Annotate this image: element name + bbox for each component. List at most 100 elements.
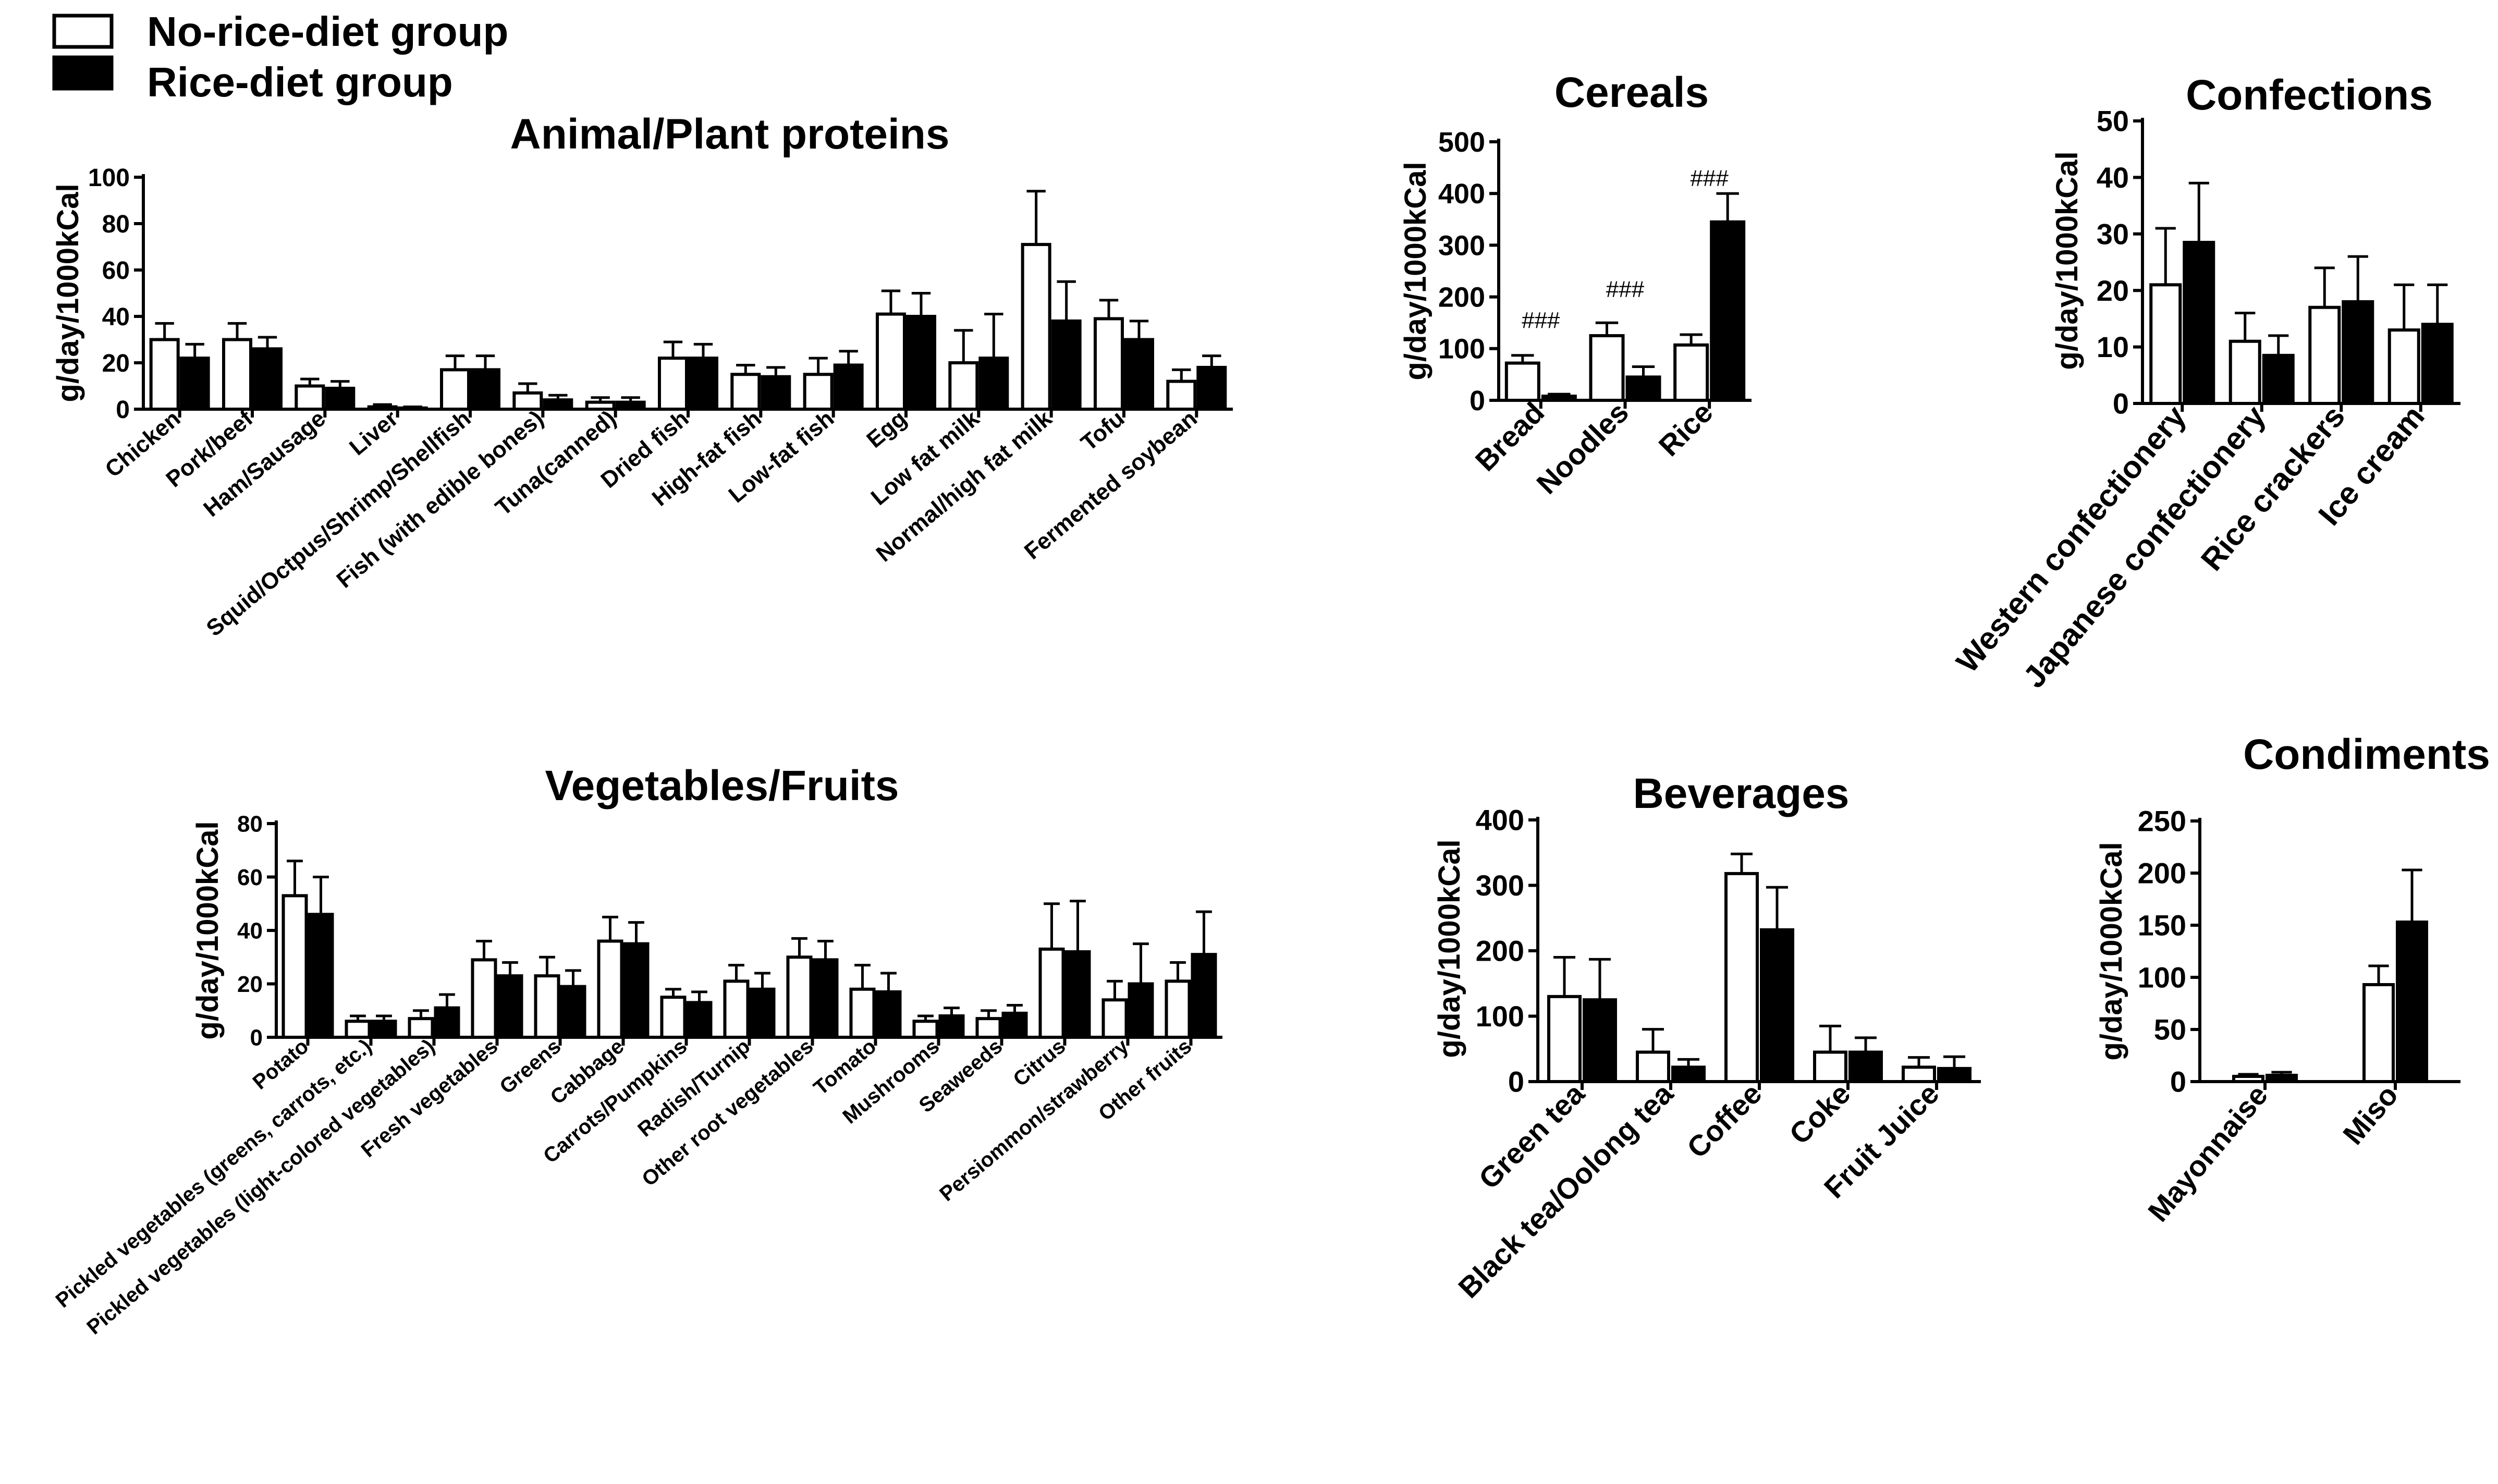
legend: No-rice-diet group Rice-diet group	[52, 8, 508, 105]
y-tick-label: 80	[237, 811, 263, 837]
bar-no-rice-diet-group-western-confectionery	[2149, 283, 2182, 405]
category-label: Squid/Octpus/Shrimp/Shellfish	[202, 406, 476, 641]
bar-no-rice-diet-group-coffee	[1724, 872, 1759, 1084]
bar-no-rice-diet-group-bread	[1504, 361, 1540, 402]
bar-no-rice-diet-group-cabbage	[597, 939, 623, 1039]
bar-no-rice-diet-group-rice-crackers	[2308, 305, 2341, 405]
bar-rice-diet-group-normal-high-fat-milk	[1051, 319, 1082, 411]
bar-rice-diet-group-mayonnaise	[2266, 1074, 2298, 1083]
y-tick-label: 0	[250, 1025, 263, 1050]
chart-title: Cereals	[1554, 69, 1709, 116]
y-tick-label: 200	[1476, 935, 1524, 967]
bar-rice-diet-group-bread	[1541, 395, 1577, 402]
bar-rice-diet-group-noodles	[1625, 375, 1661, 402]
bar-no-rice-diet-group-black-tea-oolong-tea	[1636, 1050, 1670, 1084]
y-tick-label: 500	[1438, 127, 1485, 158]
bar-no-rice-diet-group-miso	[2362, 983, 2395, 1083]
panel-confections: Confectionsg/day/1000kCal01020304050West…	[1950, 71, 2460, 694]
y-tick-label: 200	[2138, 857, 2186, 890]
bar-no-rice-diet-group-ice-cream	[2387, 328, 2420, 406]
chart-title: Vegetables/Fruits	[545, 762, 899, 810]
y-tick-label: 100	[1438, 334, 1485, 365]
bar-rice-diet-group-coffee	[1760, 928, 1794, 1083]
bar-rice-diet-group-squid-octpus-shrimp-shellfish	[470, 368, 500, 411]
bar-rice-diet-group-high-fat-fish	[761, 375, 791, 411]
y-tick-label: 40	[102, 303, 130, 331]
y-tick-label: 80	[102, 211, 130, 238]
bar-rice-diet-group-fresh-vegetables	[497, 974, 523, 1039]
bar-no-rice-diet-group-dried-fish	[658, 357, 688, 411]
bar-no-rice-diet-group-mayonnaise	[2232, 1075, 2264, 1083]
category-label: Pickled vegetables (greens, carrots, etc…	[52, 1035, 376, 1312]
bar-no-rice-diet-group-mushrooms	[912, 1020, 939, 1039]
y-tick-label: 300	[1476, 869, 1524, 902]
bar-rice-diet-group-citrus	[1064, 950, 1091, 1039]
bar-no-rice-diet-group-egg	[876, 312, 906, 411]
bar-rice-diet-group-potato	[308, 913, 334, 1039]
chart-title: Beverages	[1633, 770, 1850, 817]
bar-rice-diet-group-pork-beef	[252, 347, 283, 411]
bar-rice-diet-group-seaweeds	[1001, 1011, 1028, 1039]
y-tick-label: 0	[1508, 1065, 1524, 1098]
bar-rice-diet-group-mushrooms	[938, 1014, 965, 1039]
legend-label-rice: Rice-diet group	[147, 59, 453, 105]
category-label: Liver	[345, 406, 403, 460]
y-tick-label: 400	[1438, 178, 1485, 210]
category-label: Coke	[1783, 1077, 1856, 1150]
bar-no-rice-diet-group-rice	[1673, 343, 1709, 402]
bar-no-rice-diet-group-pickled-vegetables-greens-carrots-etc	[345, 1020, 371, 1039]
bar-rice-diet-group-black-tea-oolong-tea	[1671, 1065, 1706, 1084]
legend-swatch-rice	[52, 55, 114, 91]
y-axis-title: g/day/1000kCal	[2095, 842, 2128, 1060]
bar-rice-diet-group-cabbage	[623, 942, 650, 1039]
bar-rice-diet-group-western-confectionery	[2183, 241, 2215, 405]
bar-rice-diet-group-tomato	[875, 990, 902, 1039]
y-tick-label: 150	[2138, 909, 2186, 942]
chart-title: Condiments	[2243, 731, 2490, 778]
y-tick-label: 250	[2138, 805, 2186, 838]
bar-rice-diet-group-pickled-vegetables-greens-carrots-etc	[371, 1020, 397, 1039]
y-tick-label: 300	[1438, 230, 1485, 261]
category-label: Egg	[862, 406, 911, 453]
legend-swatch-no-rice	[52, 14, 114, 49]
y-axis-title: g/day/1000kCal	[191, 821, 225, 1039]
bar-rice-diet-group-low-fat-milk	[978, 357, 1009, 411]
category-label: Noodles	[1530, 396, 1635, 500]
bar-rice-diet-group-other-root-vegetables	[812, 958, 839, 1039]
bar-no-rice-diet-group-noodles	[1589, 334, 1625, 402]
bar-rice-diet-group-radish-turnip	[749, 987, 776, 1039]
y-axis-title: g/day/1000kCal	[51, 183, 85, 402]
bar-rice-diet-group-egg	[906, 315, 936, 411]
panel-condiments: Condiments g/day/1000kCal 0 50 100 150 200 250 M…	[2095, 731, 2490, 1228]
y-axis-title: g/day/1000kCal	[1399, 162, 1432, 380]
bar-no-rice-diet-group-liver	[367, 405, 398, 411]
significance-annotation: ###	[1690, 165, 1729, 191]
y-tick-label: 50	[2154, 1013, 2186, 1046]
bar-rice-diet-group-low-fat-fish	[833, 363, 864, 411]
significance-annotation: ###	[1606, 277, 1645, 302]
bar-no-rice-diet-group-low-fat-milk	[948, 361, 979, 411]
category-label: Ham/Sausage	[199, 406, 330, 522]
category-label: Tofu	[1076, 406, 1129, 456]
bar-no-rice-diet-group-greens	[534, 974, 560, 1039]
y-tick-label: 0	[1470, 385, 1485, 416]
bar-rice-diet-group-liver	[397, 406, 428, 411]
y-tick-label: 400	[1476, 804, 1524, 837]
bar-rice-diet-group-fermented-soybean	[1196, 365, 1227, 411]
bar-no-rice-diet-group-high-fat-fish	[730, 373, 761, 411]
bar-rice-diet-group-ham-sausage	[325, 386, 356, 411]
panel-beverages: Beveragesg/day/1000kCal0100200300400Gree…	[1432, 770, 1981, 1304]
y-tick-label: 100	[2138, 961, 2186, 994]
bar-no-rice-diet-group-seaweeds	[975, 1017, 1002, 1039]
y-tick-label: 60	[102, 257, 130, 285]
bar-rice-diet-group-fruit-juice	[1937, 1066, 1972, 1083]
chart-title: Confections	[2186, 71, 2433, 119]
bar-no-rice-diet-group-coke	[1813, 1050, 1847, 1084]
y-tick-label: 50	[2097, 105, 2129, 138]
y-tick-label: 10	[2097, 330, 2129, 363]
category-label: Coffee	[1681, 1077, 1768, 1164]
bar-no-rice-diet-group-citrus	[1038, 947, 1065, 1039]
bar-no-rice-diet-group-japanese-confectionery	[2228, 339, 2261, 406]
y-tick-label: 60	[237, 865, 263, 890]
